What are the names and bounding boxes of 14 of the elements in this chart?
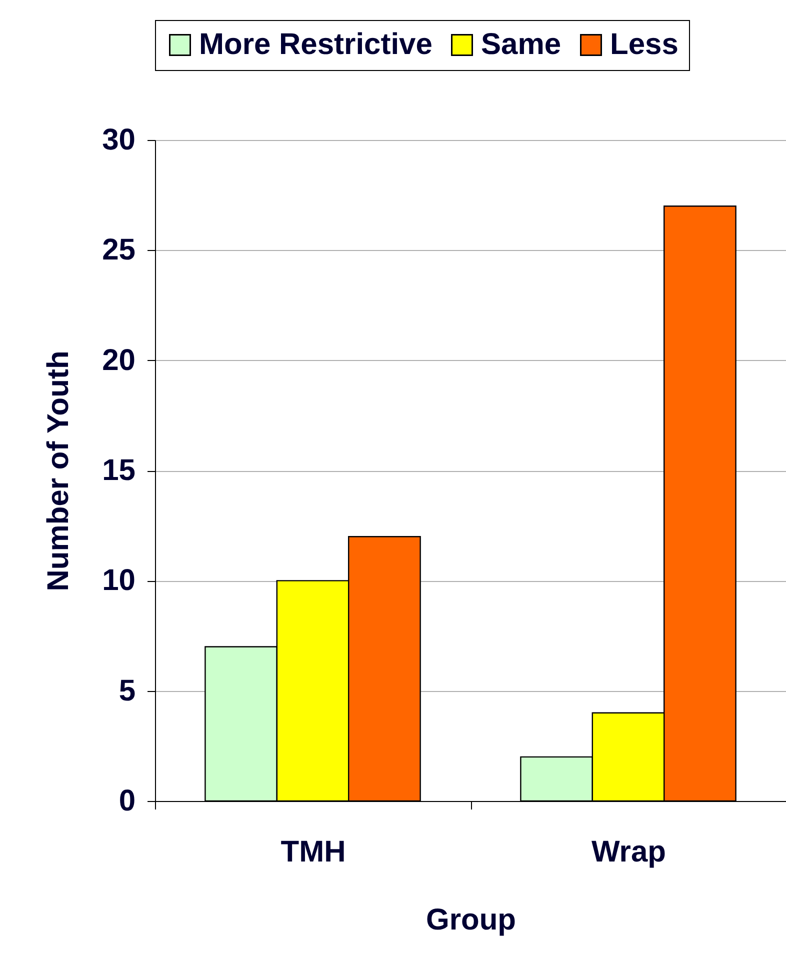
y-tick-label: 0 bbox=[118, 784, 136, 818]
y-tick-label: 15 bbox=[102, 454, 136, 487]
x-tick-label: Wrap bbox=[592, 836, 666, 868]
legend-label: Same bbox=[481, 28, 562, 61]
legend-label: More Restrictive bbox=[199, 28, 432, 61]
x-axis-title: Group bbox=[426, 904, 516, 936]
y-axis-title: Number of Youth bbox=[42, 350, 76, 592]
y-tick-label: 25 bbox=[102, 234, 136, 267]
y-tick-label: 20 bbox=[102, 344, 136, 377]
y-tick-label: 5 bbox=[118, 674, 136, 708]
x-tick-label: TMH bbox=[280, 836, 346, 868]
y-tick-label: 10 bbox=[102, 564, 136, 598]
legend-label: Less bbox=[610, 28, 678, 61]
y-tick-label: 30 bbox=[102, 124, 136, 156]
